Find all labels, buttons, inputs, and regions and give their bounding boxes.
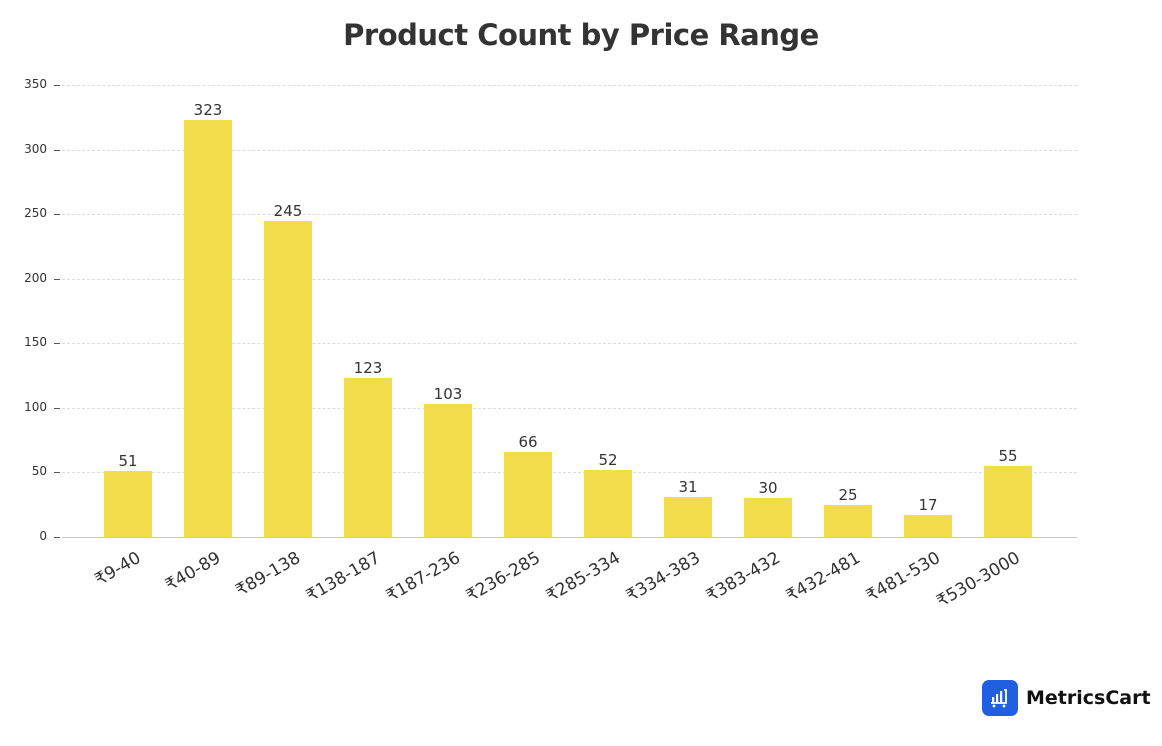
y-tick-label: 200 xyxy=(24,270,47,285)
x-axis-line xyxy=(62,537,1077,538)
gridline xyxy=(62,85,1077,86)
y-tick-label: 300 xyxy=(24,141,47,156)
bar[interactable] xyxy=(664,496,712,537)
bar-value-label: 323 xyxy=(193,100,223,119)
y-tick xyxy=(54,472,60,474)
bar[interactable] xyxy=(984,465,1032,537)
bar-value-label: 55 xyxy=(998,446,1018,465)
bar-value-label: 66 xyxy=(518,432,538,451)
bar[interactable] xyxy=(344,378,392,537)
gridline xyxy=(62,407,1077,409)
x-tick-label: ₹530-3000 xyxy=(933,548,1024,612)
chart-title: Product Count by Price Range xyxy=(343,18,819,52)
bar-value-label: 52 xyxy=(598,450,618,469)
bar[interactable] xyxy=(824,504,872,537)
bar[interactable] xyxy=(184,119,232,537)
y-tick-label: 350 xyxy=(24,77,47,91)
bar-value-label: 30 xyxy=(758,479,778,498)
y-tick xyxy=(54,214,60,216)
brand-logo: MetricsCart xyxy=(982,680,1151,716)
bar-value-label: 103 xyxy=(433,384,463,403)
y-tick xyxy=(54,278,60,280)
bar[interactable] xyxy=(424,403,472,537)
x-tick-label: ₹334-383 xyxy=(623,548,704,607)
bar[interactable] xyxy=(584,469,632,537)
y-tick xyxy=(54,343,60,345)
y-tick-label: 250 xyxy=(24,206,47,221)
bar[interactable] xyxy=(504,451,552,537)
bar[interactable] xyxy=(744,498,792,537)
y-tick-label: 50 xyxy=(31,464,47,479)
gridline xyxy=(62,149,1077,151)
x-tick-label: ₹236-285 xyxy=(463,548,544,607)
bar-value-label: 51 xyxy=(118,452,138,471)
y-tick-label: 150 xyxy=(24,335,47,350)
y-tick-label: 100 xyxy=(24,399,47,414)
x-tick-label: ₹285-334 xyxy=(543,548,624,607)
x-tick-label: ₹138-187 xyxy=(303,548,384,607)
brand-name: MetricsCart xyxy=(1026,687,1151,709)
x-tick-label: ₹383-432 xyxy=(703,548,784,607)
y-tick xyxy=(54,85,60,86)
x-tick-label: ₹89-138 xyxy=(232,548,304,601)
gridline xyxy=(62,343,1077,345)
bar-value-label: 17 xyxy=(918,496,938,515)
gridline xyxy=(62,472,1077,474)
y-tick xyxy=(54,149,60,151)
x-tick-label: ₹432-481 xyxy=(783,548,864,607)
bar[interactable] xyxy=(904,515,952,537)
bar-value-label: 25 xyxy=(838,485,858,504)
bar-value-label: 31 xyxy=(678,477,698,496)
bar-value-label: 123 xyxy=(353,359,383,378)
x-tick-label: ₹187-236 xyxy=(383,548,464,607)
y-tick xyxy=(54,537,60,538)
gridline xyxy=(62,278,1077,280)
y-tick-label: 0 xyxy=(39,529,47,543)
x-tick-label: ₹9-40 xyxy=(91,548,144,591)
bar-value-label: 245 xyxy=(273,201,303,220)
x-tick-label: ₹40-89 xyxy=(161,548,224,596)
y-tick xyxy=(54,407,60,409)
bar[interactable] xyxy=(264,220,312,537)
chart-cart-icon xyxy=(982,680,1018,716)
gridline xyxy=(62,214,1077,216)
bar[interactable] xyxy=(104,471,152,537)
x-tick-label: ₹481-530 xyxy=(863,548,944,607)
